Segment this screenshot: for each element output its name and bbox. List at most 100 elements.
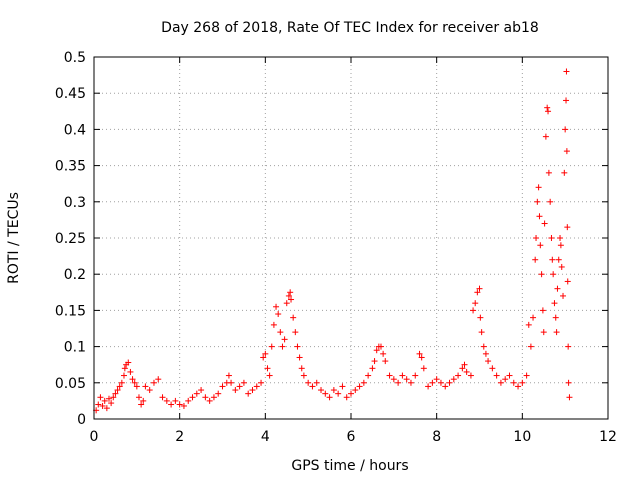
data-point <box>399 372 406 379</box>
data-point <box>446 379 453 386</box>
data-point <box>380 350 387 357</box>
data-point <box>510 379 517 386</box>
data-point <box>412 372 419 379</box>
data-point <box>425 383 432 390</box>
data-point <box>442 383 449 390</box>
data-point <box>429 379 436 386</box>
data-point <box>506 372 513 379</box>
data-point <box>287 289 294 296</box>
data-point <box>455 372 462 379</box>
data-point <box>140 397 147 404</box>
data-point <box>105 395 112 402</box>
data-point <box>180 402 187 409</box>
data-point <box>515 383 522 390</box>
data-point <box>159 394 166 401</box>
data-point <box>210 394 217 401</box>
data-point <box>97 394 104 401</box>
data-point <box>560 292 567 299</box>
data-point <box>548 235 555 241</box>
data-point <box>298 365 305 372</box>
y-tick-label: 0.4 <box>64 122 86 138</box>
data-point <box>202 394 209 401</box>
data-point <box>228 379 235 386</box>
data-point <box>275 311 282 318</box>
data-point <box>390 376 397 383</box>
data-point <box>467 372 474 379</box>
data-point <box>264 365 271 372</box>
data-point <box>539 307 546 314</box>
data-point <box>502 376 509 383</box>
data-point <box>433 376 440 383</box>
data-point <box>563 97 570 104</box>
data-point <box>116 383 123 390</box>
y-tick-label: 0.25 <box>55 231 86 247</box>
data-point <box>565 343 572 350</box>
data-point <box>253 383 260 390</box>
data-point <box>330 387 337 394</box>
data-point <box>300 372 307 379</box>
data-point <box>549 256 556 263</box>
data-points <box>93 68 573 414</box>
data-point <box>99 402 106 409</box>
data-point <box>120 372 127 379</box>
data-point <box>339 383 346 390</box>
data-point <box>356 383 363 390</box>
data-point <box>268 343 275 350</box>
data-point <box>553 329 560 336</box>
data-point <box>407 379 414 386</box>
data-point <box>480 343 487 350</box>
data-point <box>266 372 273 379</box>
data-point <box>193 390 200 397</box>
data-point <box>95 401 102 408</box>
data-point <box>285 292 292 299</box>
x-tick-label: 12 <box>599 429 617 445</box>
data-point <box>185 397 192 404</box>
data-point <box>110 394 117 401</box>
x-tick-label: 4 <box>261 429 270 445</box>
data-point <box>395 379 402 386</box>
data-point <box>459 365 466 372</box>
data-point <box>525 321 532 328</box>
data-point <box>470 307 477 314</box>
data-point <box>563 68 570 75</box>
data-point <box>550 271 557 278</box>
data-point <box>245 390 252 397</box>
data-point <box>476 285 483 292</box>
data-point <box>557 242 564 249</box>
data-point <box>236 383 243 390</box>
data-point <box>335 390 342 397</box>
data-point <box>527 343 534 350</box>
data-point <box>547 198 554 205</box>
data-point <box>561 169 568 176</box>
data-point <box>382 358 389 365</box>
y-tick-label: 0.1 <box>64 340 86 356</box>
data-point <box>279 343 286 350</box>
data-point <box>544 104 551 111</box>
y-tick-label: 0.3 <box>64 195 86 211</box>
data-point <box>437 379 444 386</box>
data-point <box>198 387 205 394</box>
data-point <box>138 401 145 408</box>
data-point <box>348 390 354 397</box>
data-point <box>554 285 561 292</box>
data-point <box>294 343 301 350</box>
data-point <box>497 379 504 386</box>
grid-lines <box>94 57 608 419</box>
data-point <box>552 314 559 321</box>
data-point <box>530 314 537 321</box>
data-point <box>485 358 492 365</box>
data-point <box>403 376 410 383</box>
data-point <box>101 397 108 404</box>
x-tick-labels: 0 2 4 6 8 10 12 <box>90 429 617 445</box>
y-tick-label: 0.5 <box>64 50 86 66</box>
data-point <box>352 387 359 394</box>
y-tick-label: 0.15 <box>55 303 86 319</box>
data-point <box>478 329 485 336</box>
data-point <box>118 379 125 386</box>
y-axis-label: ROTI / TECUs <box>6 192 22 284</box>
data-point <box>551 300 558 307</box>
chart-title: Day 268 of 2018, Rate Of TEC Index for r… <box>161 20 539 36</box>
data-point <box>142 383 149 390</box>
data-point <box>219 383 226 390</box>
